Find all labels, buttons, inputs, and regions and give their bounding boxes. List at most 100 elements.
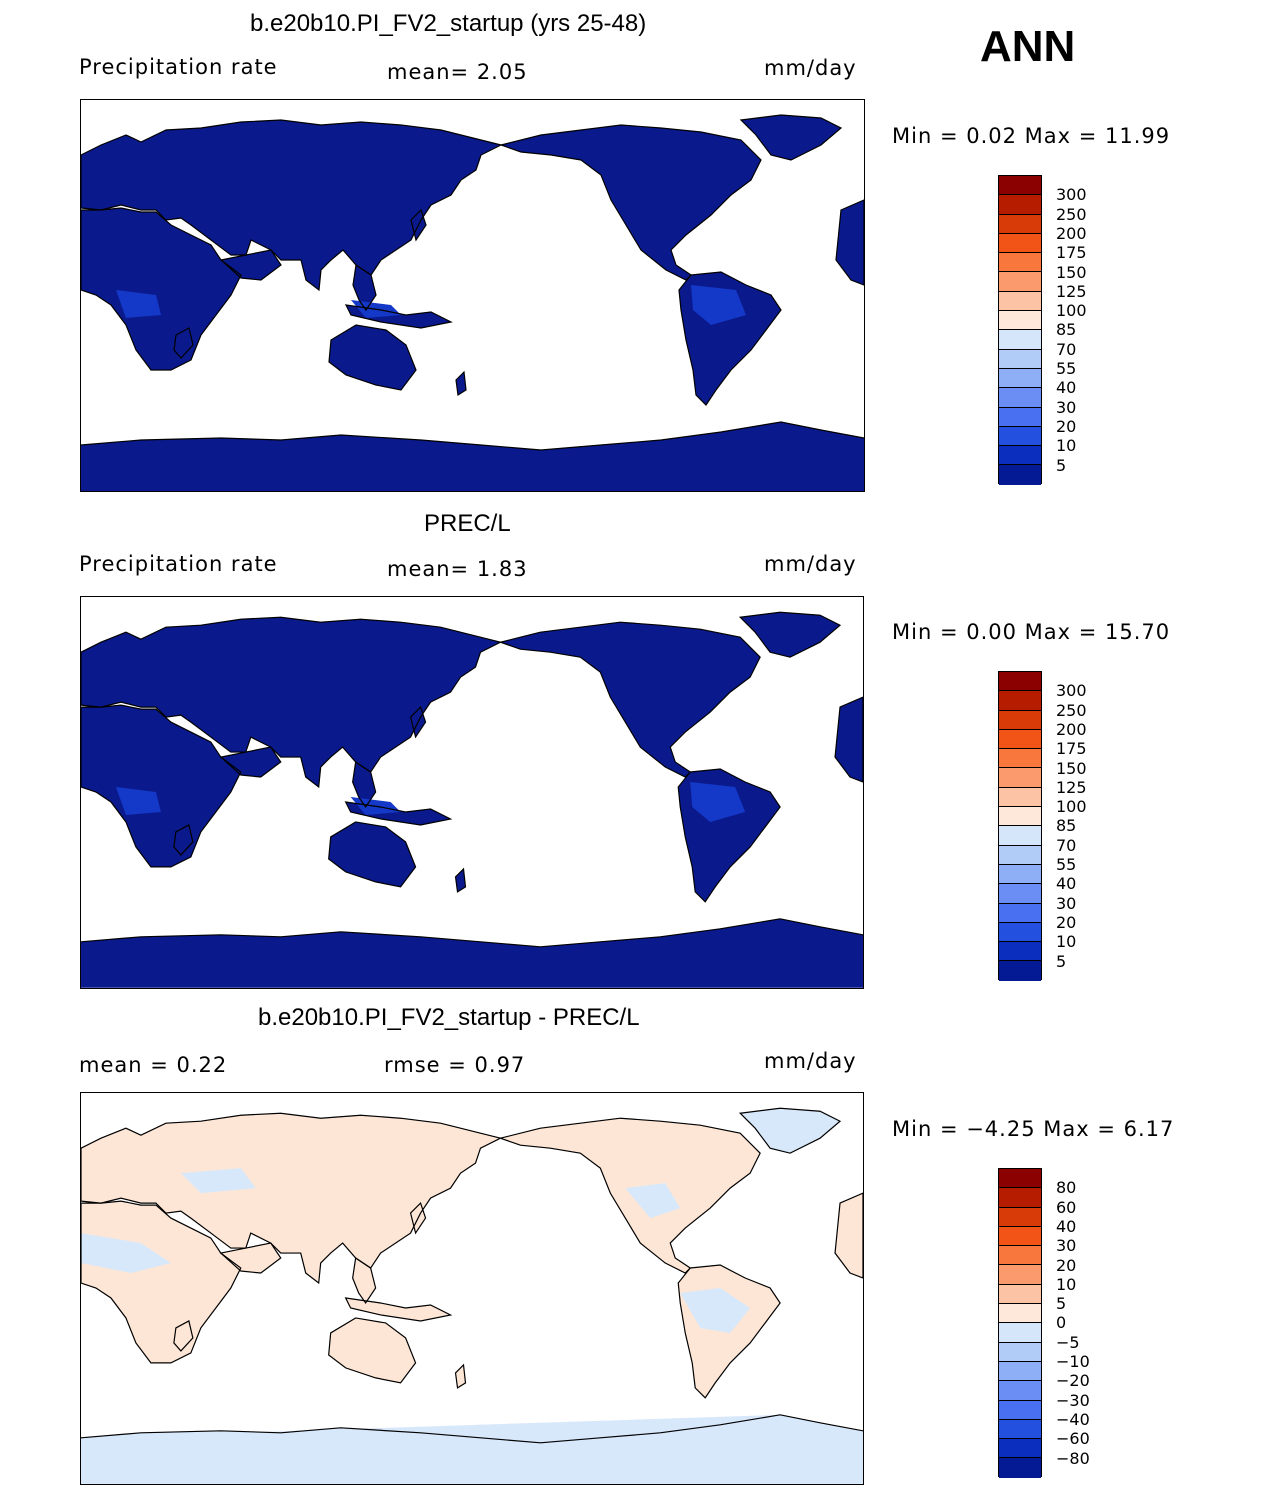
colorbar-swatch bbox=[999, 845, 1041, 865]
colorbar-swatch bbox=[999, 922, 1041, 943]
colorbar-swatch bbox=[999, 1188, 1041, 1208]
colorbar-swatch bbox=[999, 195, 1041, 215]
colorbar-swatch bbox=[999, 446, 1041, 466]
panel2-units-label: mm/day bbox=[764, 552, 857, 576]
coastline-africa bbox=[81, 1200, 242, 1364]
land-antarctica bbox=[81, 422, 864, 491]
land-madagascar bbox=[173, 1320, 193, 1351]
colorbar-swatch bbox=[999, 768, 1041, 788]
colorbar-swatch bbox=[999, 1246, 1041, 1266]
coastline-antarctica bbox=[81, 918, 863, 948]
colorbar-swatch bbox=[999, 1323, 1041, 1343]
land-wet-region bbox=[116, 290, 161, 318]
land-wet-region bbox=[690, 782, 746, 822]
colorbar-tick-label: 200 bbox=[1056, 223, 1087, 243]
colorbar-tick-label: 20 bbox=[1056, 1255, 1077, 1275]
panel3-rmse-label: rmse = 0.97 bbox=[384, 1053, 526, 1077]
panel1-title: b.e20b10.PI_FV2_startup (yrs 25-48) bbox=[250, 10, 647, 37]
colorbar-tick-label: 70 bbox=[1056, 339, 1077, 359]
colorbar-swatch bbox=[999, 691, 1041, 711]
colorbar-tick-label: 5 bbox=[1056, 951, 1067, 971]
colorbar-tick-label: −60 bbox=[1056, 1429, 1090, 1449]
land-westeurope_right bbox=[836, 200, 864, 285]
panel1-colorbar-boxes bbox=[998, 175, 1042, 485]
colorbar-tick-label: 150 bbox=[1056, 262, 1087, 282]
land-negative-anomaly bbox=[680, 1288, 751, 1333]
land-africa bbox=[81, 705, 241, 867]
coastline-greenland bbox=[738, 1107, 842, 1154]
coastline-madagascar bbox=[173, 1320, 194, 1352]
colorbar-tick-label: 175 bbox=[1056, 739, 1087, 759]
coastline-northamerica bbox=[498, 1117, 761, 1274]
land-australia bbox=[329, 325, 416, 390]
colorbar-tick-label: 20 bbox=[1056, 912, 1077, 932]
coastline-indonesia bbox=[344, 304, 453, 329]
colorbar-swatch bbox=[999, 426, 1041, 447]
panel1-mean-label: mean= 2.05 bbox=[387, 60, 528, 84]
land-wet-region bbox=[115, 787, 161, 815]
land-negative-anomaly bbox=[180, 1168, 256, 1194]
panel3-mean-label: mean = 0.22 bbox=[79, 1053, 228, 1077]
colorbar-tick-label: 150 bbox=[1056, 758, 1087, 778]
colorbar-swatch bbox=[999, 330, 1041, 350]
colorbar-swatch bbox=[999, 807, 1041, 827]
panel1-units-label: mm/day bbox=[764, 56, 857, 80]
colorbar-tick-label: 55 bbox=[1056, 359, 1077, 378]
colorbar-tick-label: 250 bbox=[1056, 700, 1087, 720]
colorbar-tick-label: 70 bbox=[1056, 835, 1077, 855]
colorbar-tick-label: −20 bbox=[1056, 1371, 1090, 1391]
colorbar-swatch bbox=[999, 1458, 1041, 1478]
colorbar-swatch bbox=[999, 1226, 1041, 1247]
panel2-minmax-label: Min = 0.00 Max = 15.70 bbox=[892, 620, 1171, 644]
panel2-coastline bbox=[81, 611, 863, 948]
colorbar-tick-label: 300 bbox=[1056, 185, 1087, 205]
coastline-madagascar bbox=[173, 824, 194, 856]
panel3-land bbox=[81, 1108, 863, 1484]
coastline-indochina bbox=[352, 1257, 377, 1305]
coastline-japan bbox=[409, 1201, 427, 1235]
land-madagascar bbox=[173, 824, 193, 855]
colorbar-tick-label: 0 bbox=[1056, 1313, 1067, 1333]
colorbar-tick-label: 100 bbox=[1056, 301, 1087, 321]
panel2-colorbar-boxes bbox=[998, 671, 1042, 981]
coastline-greenland bbox=[738, 611, 842, 658]
panel1-minmax-label: Min = 0.02 Max = 11.99 bbox=[892, 124, 1171, 148]
colorbar-swatch bbox=[999, 1381, 1041, 1401]
colorbar-swatch bbox=[999, 942, 1041, 962]
colorbar-swatch bbox=[999, 1400, 1041, 1420]
colorbar-swatch bbox=[999, 903, 1041, 923]
coastline-northamerica bbox=[498, 621, 761, 778]
land-antarctica bbox=[81, 918, 863, 988]
panel1-map bbox=[80, 99, 865, 492]
panel2-map-svg bbox=[81, 611, 863, 988]
colorbar-tick-label: 85 bbox=[1056, 320, 1077, 340]
colorbar-tick-label: 40 bbox=[1056, 378, 1077, 398]
land-australia bbox=[328, 821, 416, 887]
colorbar-swatch bbox=[999, 272, 1041, 292]
colorbar-tick-label: 30 bbox=[1056, 1236, 1077, 1256]
colorbar-swatch bbox=[999, 672, 1041, 692]
panel2-land bbox=[81, 612, 863, 988]
colorbar-tick-label: 30 bbox=[1056, 893, 1077, 913]
coastline-antarctica bbox=[81, 1414, 863, 1444]
land-eurasia bbox=[81, 617, 501, 788]
coastline-westeurope_right bbox=[835, 199, 864, 286]
colorbar-swatch bbox=[999, 710, 1041, 730]
colorbar-tick-label: 20 bbox=[1056, 416, 1077, 436]
colorbar-swatch bbox=[999, 1439, 1041, 1459]
coastline-westeurope_right bbox=[834, 696, 863, 783]
colorbar-tick-label: 125 bbox=[1056, 281, 1087, 301]
colorbar-tick-label: −30 bbox=[1056, 1390, 1090, 1410]
land-eurasia bbox=[81, 1113, 501, 1284]
colorbar-tick-label: 80 bbox=[1056, 1178, 1077, 1198]
land-greenland bbox=[741, 115, 841, 160]
colorbar-swatch bbox=[999, 233, 1041, 254]
coastline-greenland bbox=[739, 114, 843, 161]
land-indonesia bbox=[345, 1297, 451, 1321]
colorbar-swatch bbox=[999, 407, 1041, 427]
colorbar-tick-label: 100 bbox=[1056, 797, 1087, 817]
coastline-arabia bbox=[219, 249, 282, 281]
colorbar-swatch bbox=[999, 368, 1041, 389]
colorbar-swatch bbox=[999, 176, 1041, 196]
colorbar-swatch bbox=[999, 465, 1041, 485]
